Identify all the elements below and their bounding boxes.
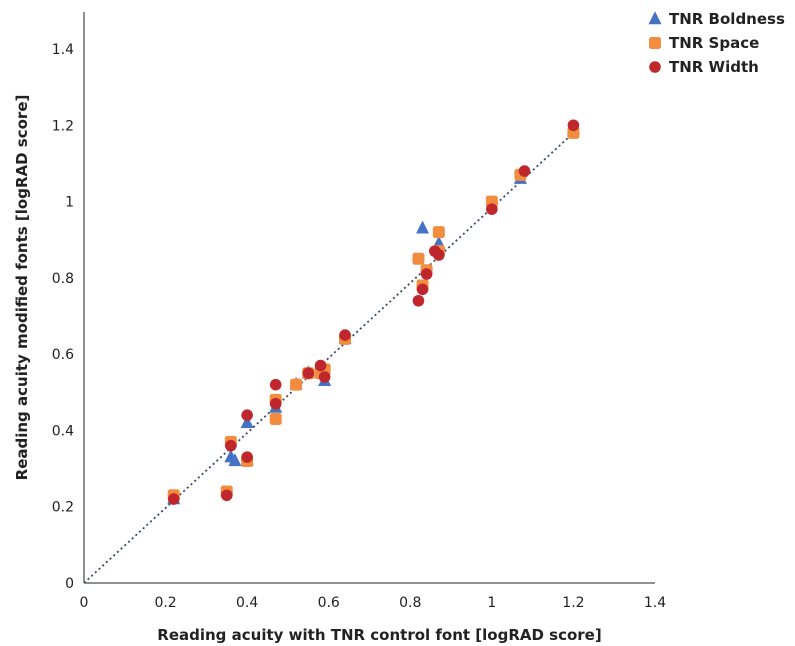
legend-square-icon	[649, 37, 661, 49]
axes	[83, 12, 655, 584]
x-tick-label: 1.2	[562, 595, 584, 611]
x-tick-label: 1.4	[644, 595, 666, 611]
y-tick-labels: 0 0.2 0.4 0.6 0.8 1 1.2 1.4	[52, 42, 74, 592]
y-tick-label: 1.2	[52, 118, 74, 134]
circle-point	[518, 165, 531, 177]
y-tick-label: 1.4	[52, 42, 74, 58]
legend-circle-icon	[649, 61, 661, 73]
y-tick-label: 0	[65, 576, 74, 592]
circle-point	[302, 367, 315, 380]
legend-label: TNR Space	[669, 34, 759, 52]
triangle-point	[240, 415, 254, 428]
triangle-point	[416, 220, 430, 234]
square-point	[269, 412, 282, 425]
circle-point	[567, 119, 580, 132]
reference-line	[83, 132, 575, 584]
y-tick-label: 1	[65, 195, 74, 211]
circle-point	[486, 203, 498, 215]
y-tick-label: 0.8	[52, 271, 74, 287]
x-tick-label: 1	[487, 595, 496, 611]
x-tick-label: 0.8	[399, 595, 421, 611]
y-tick-label: 0.6	[52, 347, 74, 363]
square-point	[290, 378, 303, 391]
circle-point	[416, 283, 429, 296]
data-points	[167, 119, 580, 505]
square-point	[412, 252, 425, 265]
triangle-point	[228, 453, 242, 467]
x-tick-labels: 0 0.2 0.4 0.6 0.8 1 1.2 1.4	[80, 595, 667, 611]
legend-label: TNR Boldness	[669, 10, 785, 28]
legend-item: TNR Boldness	[648, 10, 785, 28]
circle-point	[339, 329, 351, 341]
circle-point	[433, 249, 445, 261]
circle-point	[420, 268, 433, 280]
circle-point	[314, 359, 327, 372]
x-axis-title: Reading acuity with TNR control font [lo…	[157, 626, 601, 644]
circle-point	[318, 371, 331, 383]
circle-point	[412, 294, 425, 307]
legend-item: TNR Width	[649, 58, 759, 76]
square-point	[432, 226, 445, 239]
y-tick-label: 0.4	[52, 423, 74, 439]
x-tick-label: 0.6	[318, 595, 340, 611]
circle-point	[269, 378, 282, 391]
circle-point	[220, 489, 233, 502]
circle-point	[241, 451, 253, 463]
legend: TNR Boldness TNR Space TNR Width	[648, 10, 785, 76]
legend-triangle-icon	[648, 11, 662, 25]
y-axis-title: Reading acuity modified fonts [logRAD sc…	[13, 95, 31, 481]
circle-point	[241, 409, 253, 421]
legend-item: TNR Space	[649, 34, 759, 52]
circle-point	[269, 397, 282, 410]
legend-label: TNR Width	[669, 58, 759, 76]
series-circle	[167, 119, 580, 505]
x-tick-label: 0.4	[236, 595, 258, 611]
circle-point	[167, 493, 180, 505]
x-tick-label: 0.2	[154, 595, 176, 611]
y-tick-label: 0.2	[52, 500, 74, 516]
x-tick-label: 0	[80, 595, 89, 611]
circle-point	[225, 439, 237, 452]
